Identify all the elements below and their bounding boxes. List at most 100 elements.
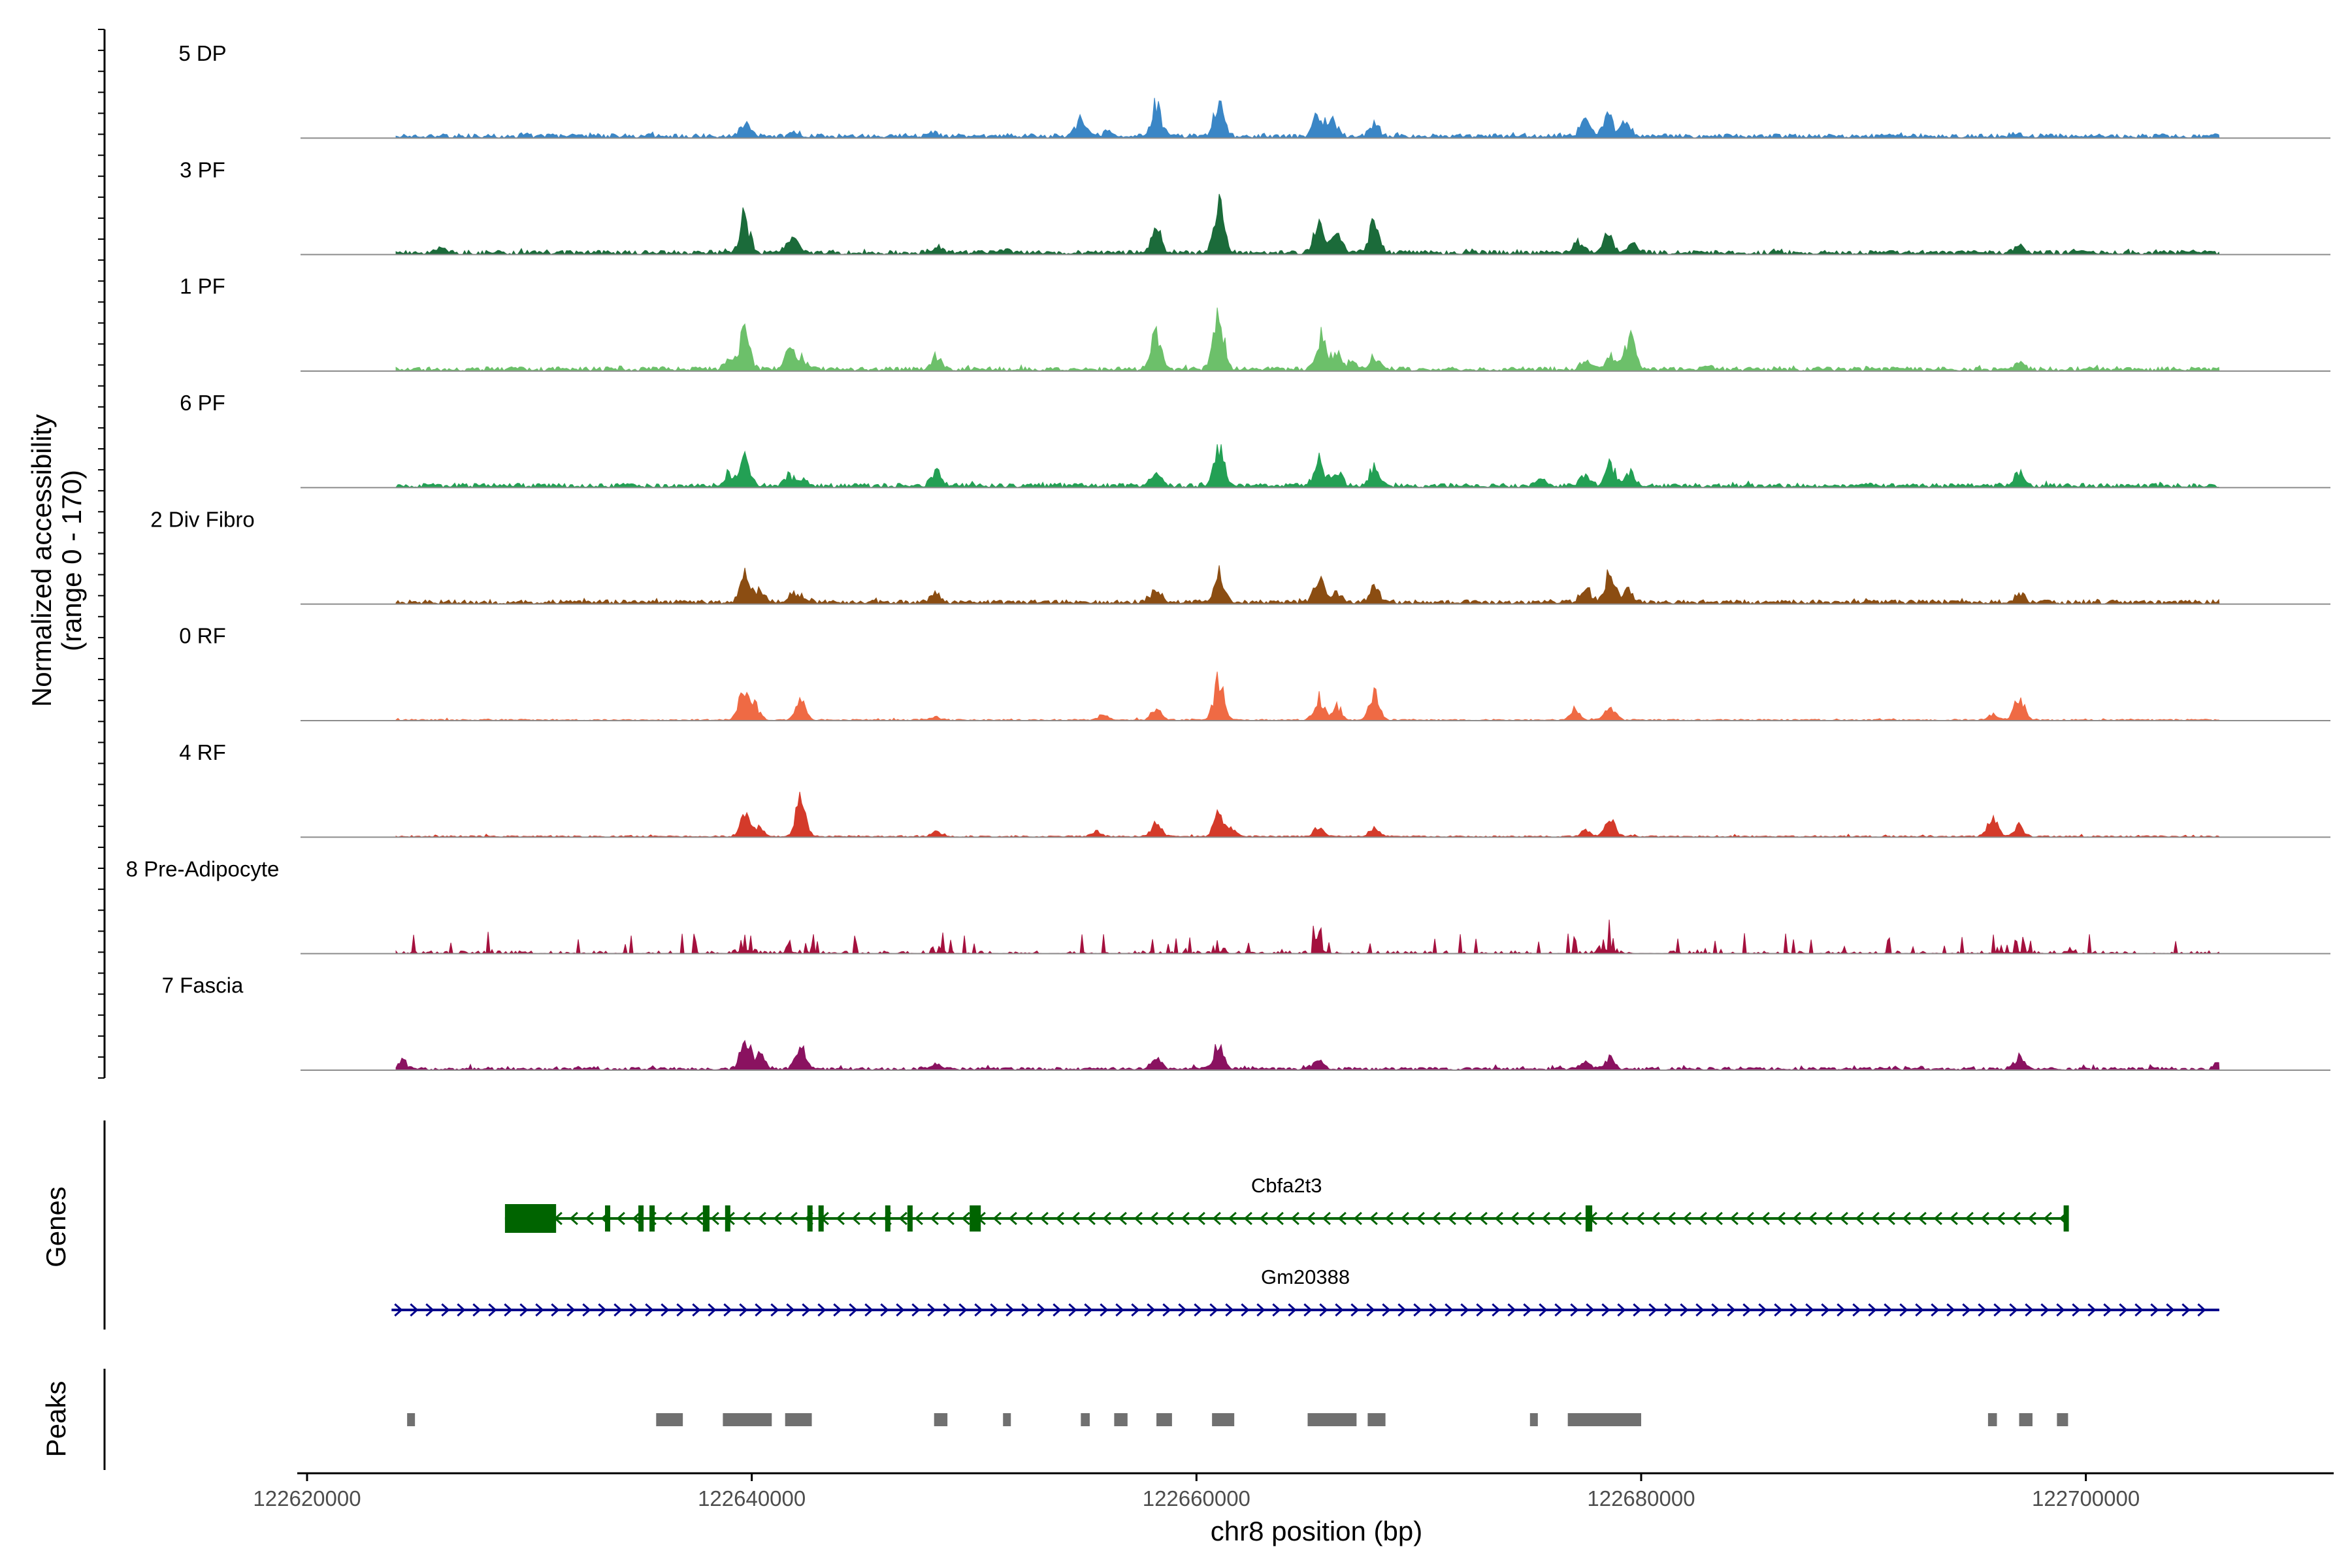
strand-arrow xyxy=(1134,1211,1143,1226)
strand-arrow xyxy=(739,1303,748,1317)
strand-arrow xyxy=(1463,1211,1472,1226)
strand-arrow xyxy=(1823,1211,1833,1226)
coverage-track-5-dp: 5 DP xyxy=(178,41,2330,139)
strand-arrow xyxy=(833,1303,842,1317)
strand-arrow xyxy=(1714,1211,1723,1226)
strand-arrow xyxy=(519,1303,529,1317)
peak-region xyxy=(1367,1413,1386,1426)
strand-arrow xyxy=(1931,1303,1940,1317)
strand-arrow xyxy=(1039,1211,1049,1226)
strand-arrow xyxy=(1447,1211,1456,1226)
peak-region xyxy=(723,1413,772,1426)
strand-arrow xyxy=(1259,1211,1268,1226)
coverage-panel: Normalized accessibility (range 0 - 170)… xyxy=(26,29,2330,1079)
peak-region xyxy=(1529,1413,1538,1426)
strand-arrow xyxy=(488,1303,497,1317)
coverage-area xyxy=(395,444,2220,489)
x-tick-label: 122660000 xyxy=(1143,1486,1250,1511)
strand-arrow xyxy=(1523,1303,1532,1317)
exon-block xyxy=(907,1205,913,1232)
strand-arrow xyxy=(569,1211,578,1226)
peak-region xyxy=(1307,1413,1357,1426)
strand-arrow xyxy=(851,1211,860,1226)
coverage-track-7-fascia: 7 Fascia xyxy=(162,973,2330,1071)
strand-arrow xyxy=(1510,1211,1519,1226)
strand-arrow xyxy=(1369,1211,1378,1226)
strand-arrow xyxy=(930,1211,939,1226)
strand-arrow xyxy=(1789,1303,1799,1317)
x-tick-label: 122700000 xyxy=(2032,1486,2140,1511)
strand-arrow xyxy=(663,1211,672,1226)
strand-arrow xyxy=(1021,1303,1030,1317)
coverage-track-3-pf: 3 PF xyxy=(180,157,2330,255)
exon-block xyxy=(885,1205,890,1232)
strand-arrow xyxy=(1102,1211,1111,1226)
strand-arrow xyxy=(1711,1303,1720,1317)
strand-arrow xyxy=(1839,1211,1848,1226)
x-axis-ticks: 122620000 122640000 122660000 122680000 1227… xyxy=(253,1473,2140,1511)
coverage-track-4-rf: 4 RF xyxy=(179,740,2330,838)
strand-arrow xyxy=(1993,1303,2002,1317)
strand-arrow xyxy=(914,1211,923,1226)
strand-arrow xyxy=(2072,1303,2081,1317)
coverage-area xyxy=(395,307,2220,372)
strand-arrow xyxy=(1915,1303,1924,1317)
strand-arrow xyxy=(1776,1211,1786,1226)
strand-arrow xyxy=(898,1211,907,1226)
strand-arrow xyxy=(1071,1211,1080,1226)
strand-arrow xyxy=(1322,1211,1331,1226)
strand-arrow xyxy=(457,1303,466,1317)
strand-arrow xyxy=(1353,1211,1362,1226)
strand-arrow xyxy=(1149,1211,1158,1226)
peaks-panel: Peaks xyxy=(41,1369,2068,1470)
strand-arrow xyxy=(441,1303,450,1317)
strand-arrow xyxy=(2025,1303,2034,1317)
strand-arrow xyxy=(394,1303,403,1317)
peak-region xyxy=(1114,1413,1128,1426)
exon-block xyxy=(605,1205,611,1232)
peak-region xyxy=(407,1413,416,1426)
strand-arrow xyxy=(1272,1303,1281,1317)
strand-arrow xyxy=(2119,1303,2128,1317)
strand-arrow xyxy=(679,1211,688,1226)
track-label: 4 RF xyxy=(179,740,226,764)
strand-arrow xyxy=(1037,1303,1046,1317)
strand-arrow xyxy=(1055,1211,1064,1226)
strand-arrow xyxy=(755,1303,764,1317)
strand-arrow xyxy=(661,1303,670,1317)
strand-arrow xyxy=(849,1303,858,1317)
strand-arrow xyxy=(943,1303,952,1317)
strand-arrow xyxy=(1429,1303,1438,1317)
strand-arrow xyxy=(786,1303,795,1317)
strand-arrow xyxy=(864,1303,874,1317)
strand-arrow xyxy=(1165,1211,1174,1226)
track-label: 3 PF xyxy=(180,157,225,182)
peak-region xyxy=(1987,1413,1997,1426)
strand-arrow xyxy=(1526,1211,1535,1226)
strand-arrow xyxy=(723,1303,732,1317)
strand-arrow xyxy=(927,1303,936,1317)
coverage-track-6-pf: 6 PF xyxy=(180,391,2330,489)
strand-arrow xyxy=(1005,1303,1015,1317)
strand-arrow xyxy=(1228,1211,1237,1226)
strand-arrow xyxy=(1476,1303,1485,1317)
strand-arrow xyxy=(1868,1303,1877,1317)
coverage-area xyxy=(395,565,2220,605)
peak-regions xyxy=(407,1413,2068,1426)
peak-region xyxy=(1567,1413,1641,1426)
strand-arrow xyxy=(1225,1303,1234,1317)
strand-arrow xyxy=(425,1303,434,1317)
strand-arrow xyxy=(2056,1303,2065,1317)
strand-arrow xyxy=(1507,1303,1516,1317)
strand-arrow xyxy=(1460,1303,1469,1317)
gene-name-label: Cbfa2t3 xyxy=(1251,1174,1322,1197)
strand-arrow xyxy=(1492,1303,1501,1317)
strand-arrow xyxy=(1118,1211,1127,1226)
strand-arrow xyxy=(1570,1303,1579,1317)
exon-block xyxy=(807,1205,813,1232)
strand-arrow xyxy=(585,1211,594,1226)
strand-arrow xyxy=(566,1303,576,1317)
strand-arrow xyxy=(880,1303,889,1317)
strand-arrow xyxy=(504,1303,513,1317)
coverage-y-axis-range: (range 0 - 170) xyxy=(56,470,87,651)
